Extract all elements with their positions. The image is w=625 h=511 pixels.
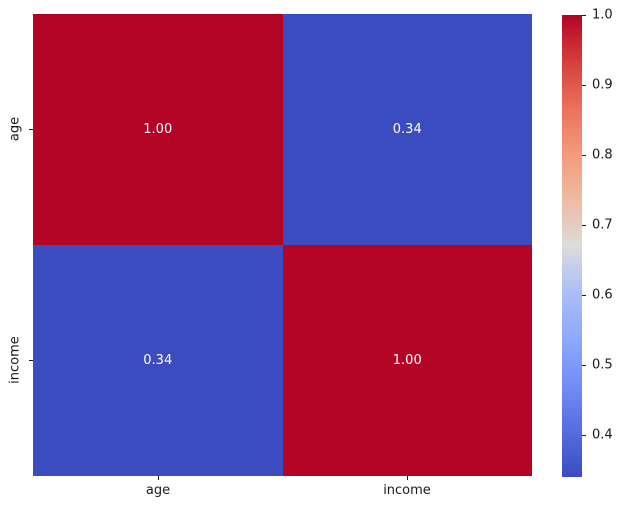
heatmap-cell-income-income: 1.00: [282, 245, 532, 476]
colorbar: [562, 15, 582, 477]
cell-annotation: 0.34: [392, 122, 422, 137]
heatmap-grid: 1.00 0.34 0.34 1.00: [33, 14, 532, 476]
cell-annotation: 0.34: [143, 353, 173, 368]
colorbar-tick-mark: [582, 435, 586, 436]
colorbar-tick-label: 0.6: [592, 287, 613, 303]
colorbar-tick-mark: [582, 225, 586, 226]
x-tick-label-age: age: [145, 483, 171, 498]
colorbar-tick-mark: [582, 365, 586, 366]
heatmap-cell-age-income: 0.34: [282, 14, 532, 245]
colorbar-tick-mark: [582, 15, 586, 16]
heatmap-cell-age-age: 1.00: [33, 14, 283, 245]
colorbar-tick-mark: [582, 85, 586, 86]
colorbar-tick-label: 1.0: [592, 7, 613, 23]
y-tick-label-age: age: [7, 116, 23, 142]
x-tick-label-income: income: [383, 483, 431, 498]
y-tick-label-income: income: [7, 336, 23, 384]
x-tick-mark: [158, 476, 159, 480]
colorbar-tick-label: 0.4: [592, 427, 613, 443]
colorbar-tick-label: 0.8: [592, 147, 613, 163]
y-tick-mark: [29, 360, 33, 361]
cell-annotation: 1.00: [143, 122, 173, 137]
x-tick-mark: [407, 476, 408, 480]
colorbar-tick-label: 0.5: [592, 357, 613, 373]
colorbar-tick-mark: [582, 155, 586, 156]
heatmap-cell-income-age: 0.34: [33, 245, 283, 476]
colorbar-tick-label: 0.9: [592, 77, 613, 93]
colorbar-tick-label: 0.7: [592, 217, 613, 233]
y-tick-mark: [29, 129, 33, 130]
colorbar-tick-mark: [582, 295, 586, 296]
cell-annotation: 1.00: [392, 353, 422, 368]
